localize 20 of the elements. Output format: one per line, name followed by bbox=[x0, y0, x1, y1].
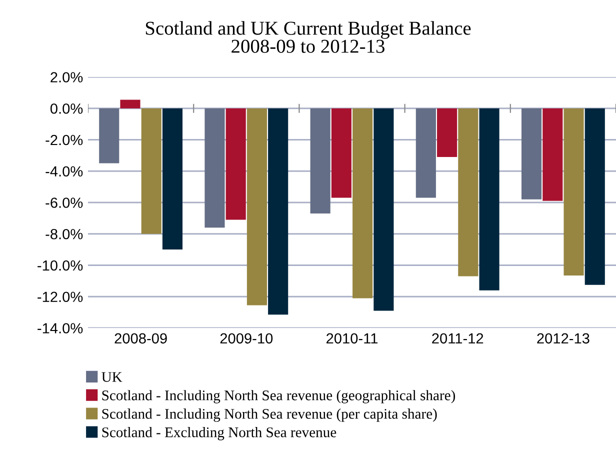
y-tick-label: -10.0% bbox=[38, 260, 83, 271]
legend-label: Scotland - Excluding North Sea revenue bbox=[102, 426, 336, 440]
y-tick-label: 2.0% bbox=[50, 72, 83, 82]
x-tick-label: 2010-11 bbox=[326, 333, 378, 344]
x-tick-label: 2012-13 bbox=[537, 333, 590, 344]
x-tick-label: 2009-10 bbox=[220, 333, 273, 344]
chart-title: Scotland and UK Current Budget Balance bbox=[146, 21, 471, 39]
y-tick-label: -6.0% bbox=[46, 198, 83, 208]
y-tick-label: -14.0% bbox=[38, 323, 83, 334]
x-tick-label: 2008-09 bbox=[114, 333, 167, 344]
legend-label: Scotland - Including North Sea revenue (geographical share) bbox=[102, 390, 456, 404]
legend-label: UK bbox=[102, 372, 122, 382]
y-tick-label: -8.0% bbox=[46, 228, 83, 240]
y-tick-label: -2.0% bbox=[46, 134, 83, 146]
y-tick-label: -4.0% bbox=[46, 166, 83, 177]
chart-subtitle: 2008-09 to 2012-13 bbox=[232, 40, 384, 53]
y-tick-label: -12.0% bbox=[38, 292, 83, 302]
y-tick-label: 0.0% bbox=[50, 103, 83, 114]
legend-label: Scotland - Including North Sea revenue (per capita share) bbox=[102, 408, 437, 422]
x-tick-label: 2011-12 bbox=[432, 333, 484, 344]
